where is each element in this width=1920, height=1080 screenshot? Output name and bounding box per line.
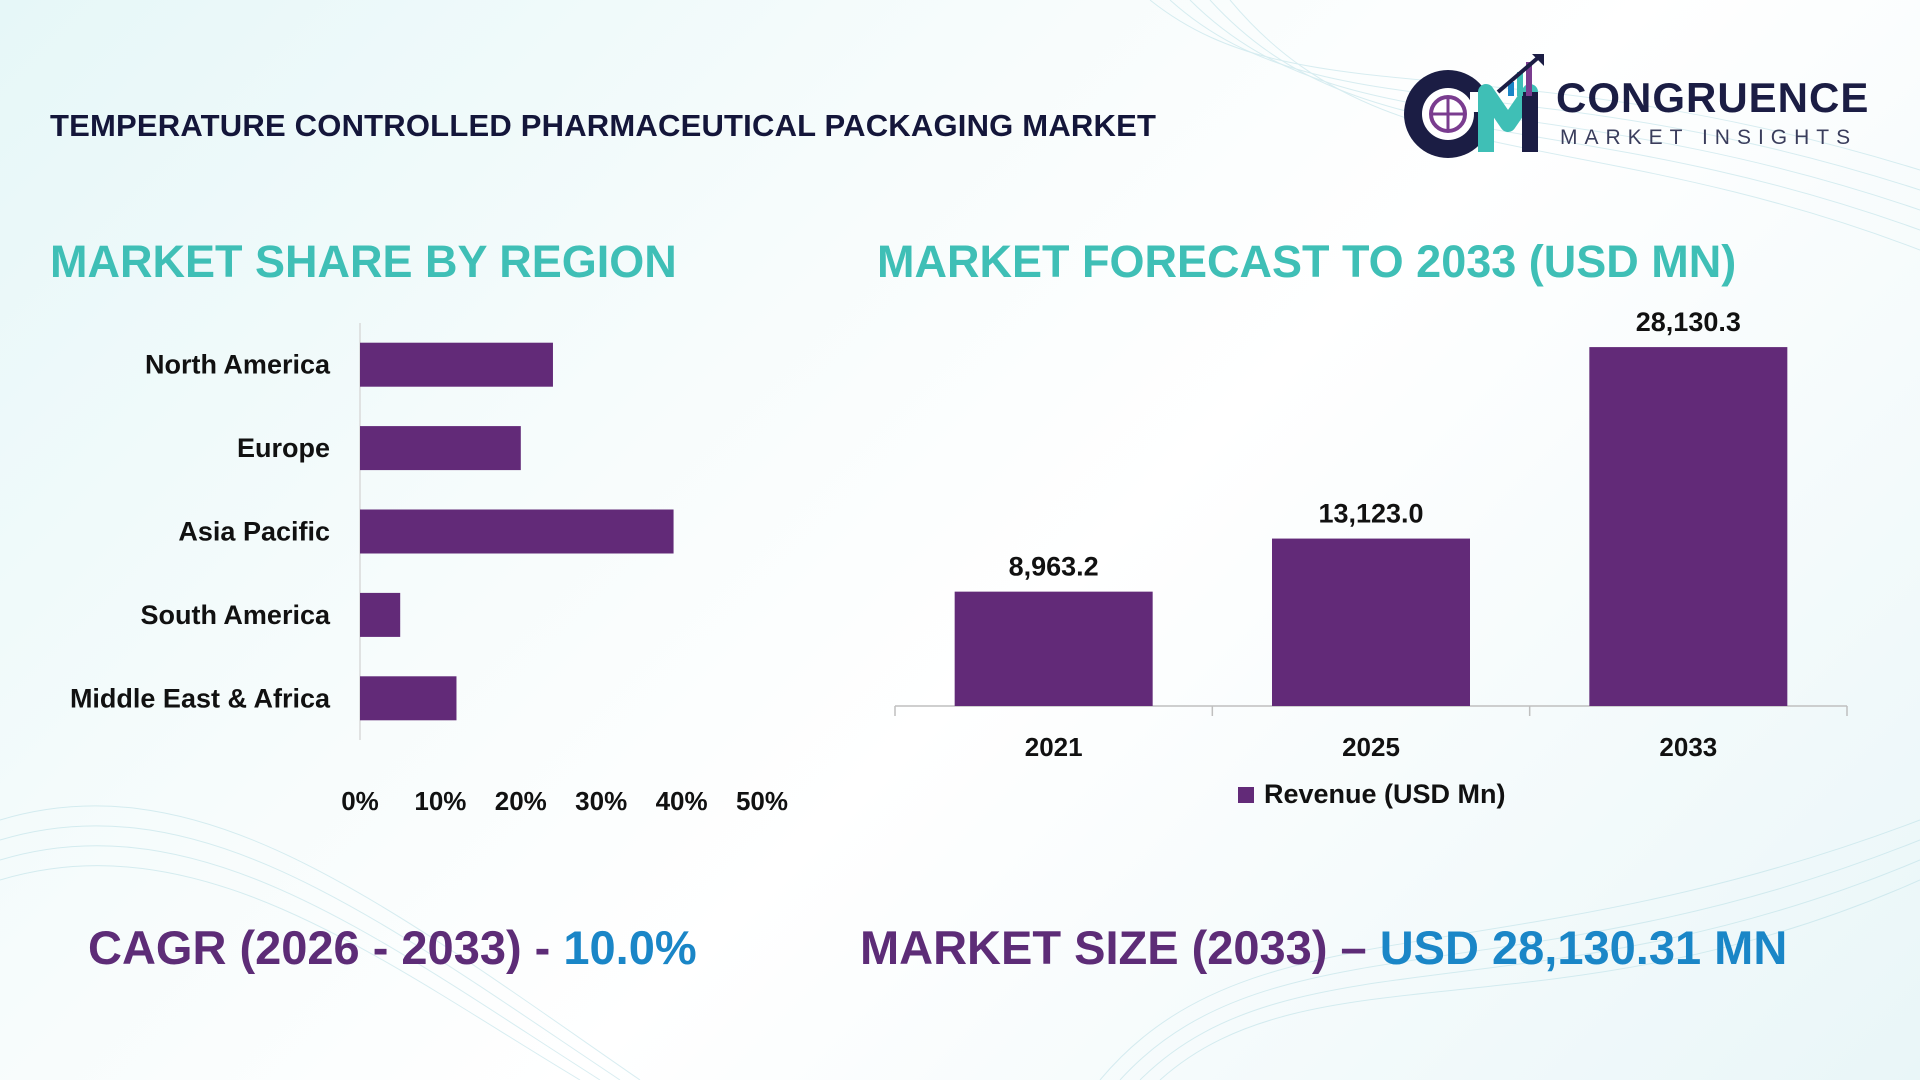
region-category-label: South America [140, 600, 331, 630]
region-tick-label: 10% [414, 786, 466, 816]
region-bar [360, 426, 521, 471]
legend-label: Revenue (USD Mn) [1264, 779, 1506, 809]
forecast-data-label: 8,963.2 [1009, 552, 1099, 582]
region-tick-label: 50% [736, 786, 788, 816]
region-category-label: Asia Pacific [178, 517, 330, 547]
forecast-data-label: 28,130.3 [1636, 307, 1741, 337]
market-size-label: MARKET SIZE (2033) – [860, 921, 1380, 974]
legend-swatch [1238, 786, 1254, 803]
logo-tagline: MARKET INSIGHTS [1560, 126, 1858, 149]
region-bar [360, 509, 674, 554]
market-size-kpi: MARKET SIZE (2033) – USD 28,130.31 MN [860, 920, 1787, 975]
forecast-category-label: 2033 [1659, 732, 1717, 762]
forecast-category-label: 2025 [1342, 732, 1400, 762]
region-share-chart: North America Europe Asia Pacific South Ame… [70, 323, 788, 816]
forecast-chart: 8,963.2 2021 13,123.0 2025 28,130.3 2033 [894, 307, 1848, 762]
region-share-title: MARKET SHARE BY REGION [50, 236, 677, 287]
logo-name: CONGRUENCE [1556, 74, 1870, 121]
page-title: TEMPERATURE CONTROLLED PHARMACEUTICAL PA… [50, 108, 1157, 143]
region-bar [360, 342, 553, 387]
region-category-label: Middle East & Africa [70, 683, 331, 713]
forecast-data-label: 13,123.0 [1318, 499, 1423, 529]
region-tick-label: 40% [656, 786, 708, 816]
cagr-value: 10.0% [563, 921, 697, 974]
region-category-label: Europe [237, 433, 330, 463]
region-category-label: North America [145, 350, 331, 380]
region-tick-label: 20% [495, 786, 547, 816]
forecast-category-label: 2021 [1025, 732, 1083, 762]
region-tick-label: 30% [575, 786, 627, 816]
forecast-title: MARKET FORECAST TO 2033 (USD MN) [877, 236, 1737, 287]
forecast-bar [1272, 538, 1470, 706]
cagr-kpi: CAGR (2026 - 2033) - 10.0% [88, 920, 697, 975]
logo: CONGRUENCE MARKET INSIGHTS [1400, 52, 1880, 164]
logo-mark-icon [1404, 54, 1544, 158]
region-tick-label: 0% [341, 786, 379, 816]
market-size-value: USD 28,130.31 MN [1379, 921, 1788, 974]
region-bar [360, 592, 401, 637]
forecast-bar [1589, 347, 1788, 706]
forecast-bar [954, 591, 1153, 706]
forecast-legend: Revenue (USD Mn) [1238, 779, 1506, 810]
cagr-label: CAGR (2026 - 2033) - [88, 921, 564, 974]
region-bar [360, 676, 457, 721]
